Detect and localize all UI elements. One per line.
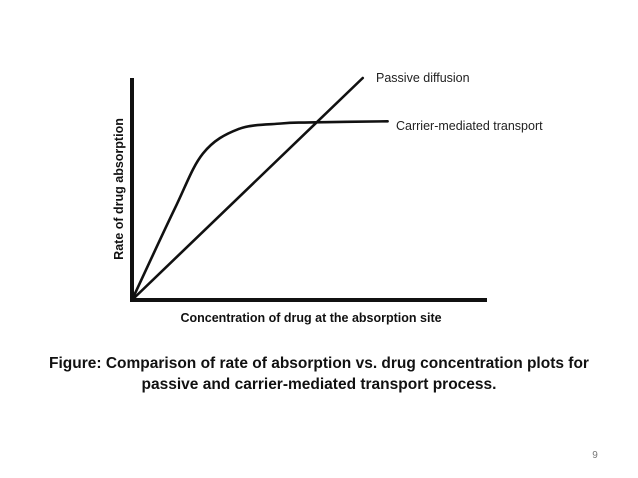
page-number: 9 (592, 450, 598, 461)
chart-axes (130, 78, 487, 302)
series-line-passive-diffusion (130, 76, 365, 302)
caption-line-1: Figure: Comparison of rate of absorption… (49, 355, 589, 372)
y-axis-label: Rate of drug absorption (112, 118, 126, 260)
absorption-chart: Concentration of drug at the absorption … (112, 71, 543, 325)
figure-caption: Figure: Comparison of rate of absorption… (0, 353, 638, 395)
x-axis-label: Concentration of drug at the absorption … (180, 311, 441, 325)
series-label-carrier-mediated-transport: Carrier-mediated transport (396, 119, 543, 133)
caption-line-2: passive and carrier-mediated transport p… (141, 376, 497, 393)
series-line-carrier-mediated-transport (130, 119, 389, 302)
chart-series (130, 76, 389, 302)
series-label-passive-diffusion: Passive diffusion (376, 71, 470, 85)
